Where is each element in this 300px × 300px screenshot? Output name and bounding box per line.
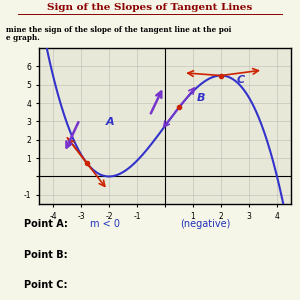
Text: (negative): (negative) (180, 219, 230, 229)
Text: Point A:: Point A: (24, 219, 68, 229)
Text: C: C (236, 75, 244, 85)
Text: mine the sign of the slope of the tangent line at the poi: mine the sign of the slope of the tangen… (6, 26, 231, 34)
Text: m < 0: m < 0 (90, 219, 120, 229)
Text: Point C:: Point C: (24, 280, 68, 290)
Text: A: A (106, 117, 115, 127)
Text: Point B:: Point B: (24, 250, 68, 260)
Text: e graph.: e graph. (6, 34, 40, 42)
Text: B: B (197, 93, 206, 103)
Text: Sign of the Slopes of Tangent Lines: Sign of the Slopes of Tangent Lines (47, 3, 253, 12)
